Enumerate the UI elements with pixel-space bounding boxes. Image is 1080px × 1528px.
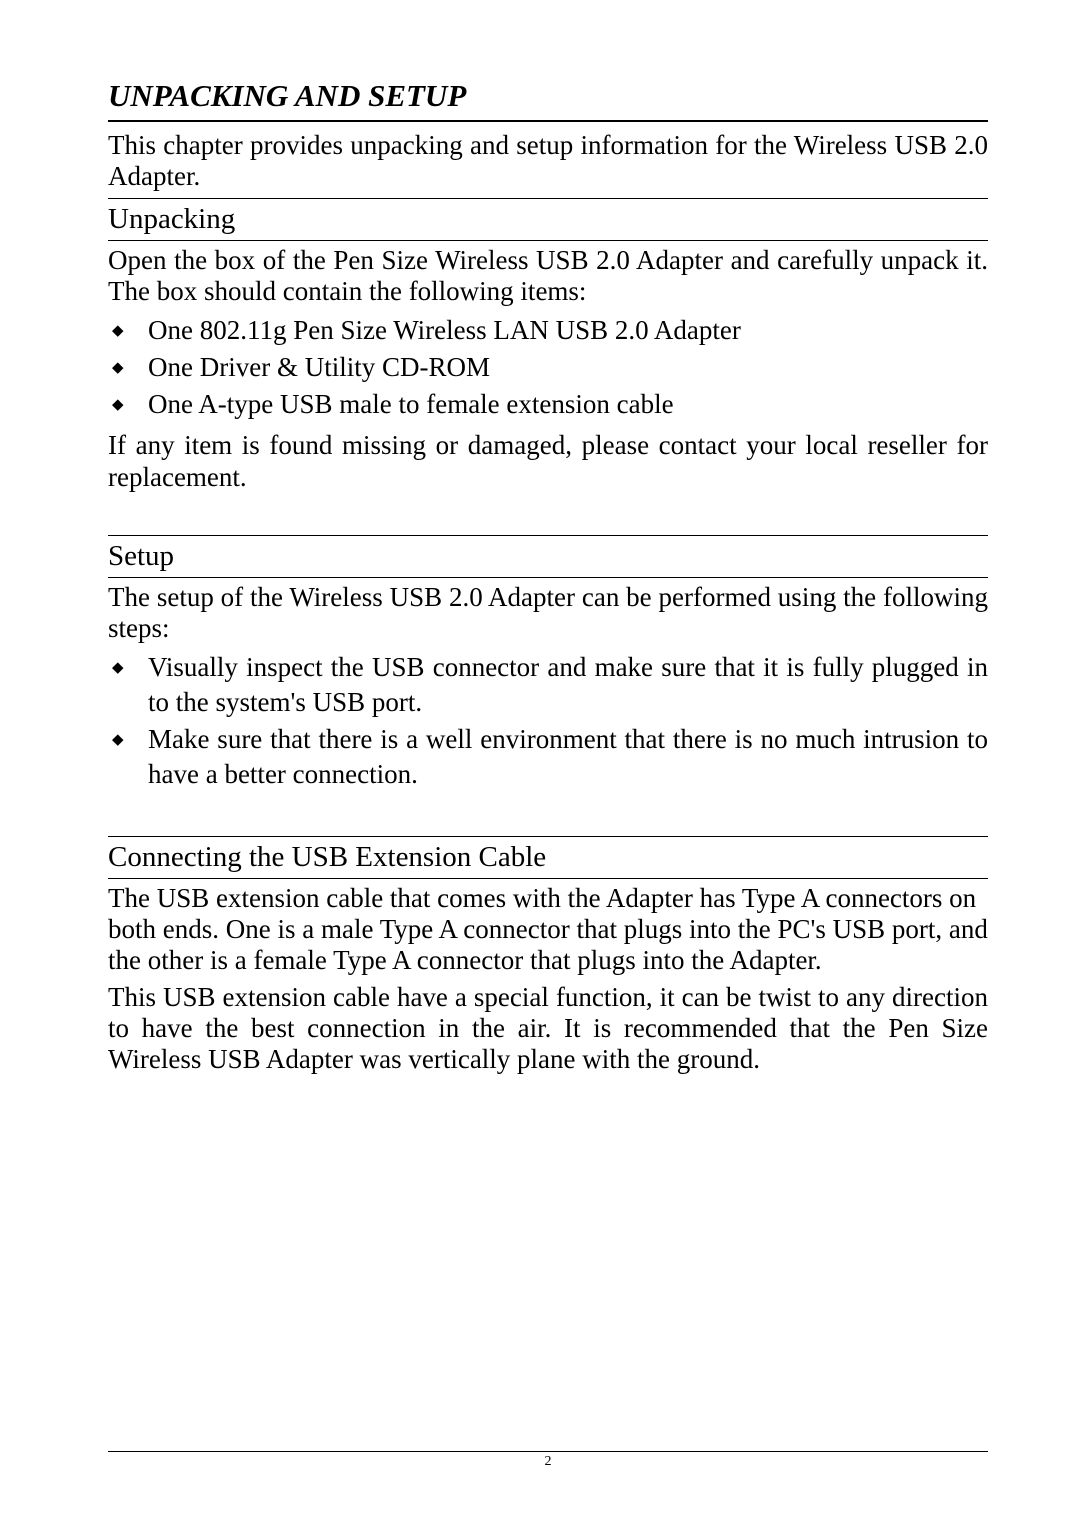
page-footer: 2 [108,1451,988,1470]
list-item: Make sure that there is a well environme… [108,722,988,792]
unpacking-list: One 802.11g Pen Size Wireless LAN USB 2.… [108,313,988,422]
page-title: UNPACKING AND SETUP [108,78,988,114]
setup-para-1: The setup of the Wireless USB 2.0 Adapte… [108,582,988,644]
list-item: Visually inspect the USB connector and m… [108,650,988,720]
cable-heading: Connecting the USB Extension Cable [108,841,988,874]
section-rule [108,535,988,536]
section-rule [108,240,988,241]
setup-heading: Setup [108,540,988,573]
page-number: 2 [108,1454,988,1470]
list-item: One 802.11g Pen Size Wireless LAN USB 2.… [108,313,988,348]
unpacking-heading: Unpacking [108,203,988,236]
intro-paragraph: This chapter provides unpacking and setu… [108,130,988,192]
cable-para-1: The USB extension cable that comes with … [108,883,988,976]
section-rule [108,836,988,837]
cable-para-2: This USB extension cable have a special … [108,982,988,1075]
title-rule [108,120,988,122]
unpacking-para-1: Open the box of the Pen Size Wireless US… [108,245,988,307]
section-rule [108,198,988,199]
setup-list: Visually inspect the USB connector and m… [108,650,988,792]
footer-rule [108,1451,988,1452]
unpacking-para-2: If any item is found missing or damaged,… [108,430,988,492]
section-rule [108,577,988,578]
list-item: One Driver & Utility CD-ROM [108,350,988,385]
section-rule [108,878,988,879]
list-item: One A-type USB male to female extension … [108,387,988,422]
